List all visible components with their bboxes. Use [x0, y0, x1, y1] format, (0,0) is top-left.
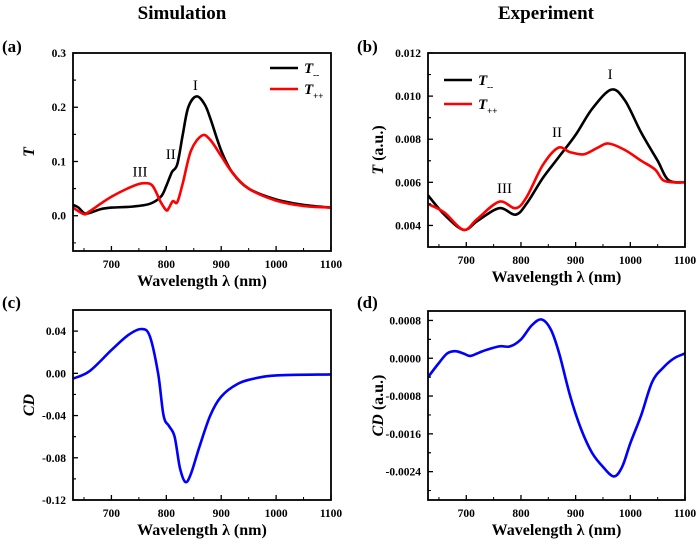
series-line-cd: [428, 318, 685, 478]
x-tick-label: 800: [512, 508, 530, 520]
x-axis-label: Wavelength λ (nm): [137, 522, 267, 539]
legend-label: T++: [478, 97, 497, 116]
series-line-t-plus: [428, 142, 685, 232]
x-tick-label: 700: [103, 508, 121, 520]
y-tick-label: 0.0: [52, 211, 67, 223]
plot-frame: [72, 309, 332, 501]
x-tick-label: 800: [158, 508, 176, 520]
peak-annotation: II: [552, 125, 562, 141]
legend-label: T--: [304, 61, 319, 80]
x-tick-label: 1000: [619, 255, 642, 267]
x-tick-label: 900: [213, 508, 231, 520]
y-tick-label: -0.0008: [386, 391, 422, 403]
peak-annotation: III: [132, 165, 147, 181]
y-tick-label: 0.004: [395, 220, 421, 232]
x-axis-label: Wavelength λ (nm): [137, 273, 267, 290]
y-tick-label: 0.012: [395, 48, 421, 60]
plot-frame: [427, 52, 686, 248]
x-tick-label: 1100: [320, 259, 343, 271]
y-tick-label: -0.04: [42, 411, 66, 423]
y-tick-label: 0.04: [46, 326, 66, 338]
panel-b: (b) 700 800 900 1000 1100 0.004 0.006 0.008 0.010…: [357, 37, 696, 286]
y-tick-label: 0.1: [52, 156, 67, 168]
y-tick-label: -0.12: [42, 495, 66, 507]
x-tick-label: 700: [458, 255, 476, 267]
x-tick-label: 800: [512, 255, 530, 267]
x-tick-label: 1000: [265, 508, 288, 520]
peak-annotation: I: [193, 78, 198, 94]
panel-label: (b): [357, 37, 378, 56]
title-simulation: Simulation: [138, 3, 227, 24]
y-tick-label: 0.00: [46, 368, 66, 380]
peak-annotation: III: [497, 181, 512, 197]
y-axis-label: CD: [21, 393, 38, 416]
y-tick-label: 0.2: [52, 102, 67, 114]
x-axis-label: Wavelength λ (nm): [492, 269, 622, 286]
x-tick-label: 900: [213, 259, 231, 271]
x-tick-label: 1000: [619, 508, 642, 520]
x-tick-label: 900: [567, 255, 585, 267]
x-tick-label: 1100: [320, 508, 343, 520]
plot-frame: [427, 310, 686, 501]
y-tick-label: -0.0016: [386, 429, 422, 441]
legend-entry: T++: [444, 97, 497, 116]
panel-label: (d): [357, 293, 378, 312]
legend-label: T++: [304, 82, 323, 101]
x-tick-label: 1000: [265, 259, 288, 271]
series-line-cd: [73, 327, 331, 484]
y-tick-label: 0.008: [395, 134, 421, 146]
y-axis-label: T (a.u.): [370, 125, 387, 174]
panel-label: (c): [2, 293, 21, 312]
x-tick-label: 700: [103, 259, 121, 271]
y-tick-label: 0.3: [52, 48, 67, 60]
peak-annotation: II: [166, 147, 176, 163]
x-axis-label: Wavelength λ (nm): [492, 522, 622, 539]
legend-entry: T--: [444, 73, 493, 92]
y-axis-label: T: [21, 146, 38, 157]
title-experiment: Experiment: [498, 3, 595, 24]
peak-annotation: I: [608, 67, 613, 83]
y-tick-label: 0.0008: [389, 315, 421, 327]
y-tick-label: -0.08: [42, 453, 66, 465]
y-tick-label: -0.0024: [386, 467, 422, 479]
plot-frame: [72, 52, 332, 252]
x-tick-label: 900: [567, 508, 585, 520]
legend-entry: T--: [270, 61, 319, 80]
x-tick-label: 800: [158, 259, 176, 271]
series-line-t-minus: [428, 88, 685, 232]
y-tick-label: 0.006: [395, 177, 421, 189]
legend-label: T--: [478, 73, 493, 92]
panel-label: (a): [2, 37, 22, 56]
x-tick-label: 1100: [674, 255, 697, 267]
x-tick-label: 700: [458, 508, 476, 520]
panel-c: (c) 700 800 900 1000 1100 -0.12 -0.08 -0.04 0.00 0…: [2, 293, 342, 539]
y-tick-label: 0.010: [395, 91, 421, 103]
y-axis-label: CD (a.u.): [370, 375, 387, 437]
series-line-t-plus: [73, 133, 331, 216]
x-tick-label: 1100: [674, 508, 697, 520]
y-tick-label: 0.0000: [389, 353, 421, 365]
legend-entry: T++: [270, 82, 323, 101]
panel-d: (d) 700 800 900 1000 1100 -0.0024 -0.0016 -0.000…: [357, 293, 696, 539]
panel-a: (a) 700 800 900 1000 1100 0.0 0.1 0.2 0.3 Waveleng…: [2, 37, 342, 290]
